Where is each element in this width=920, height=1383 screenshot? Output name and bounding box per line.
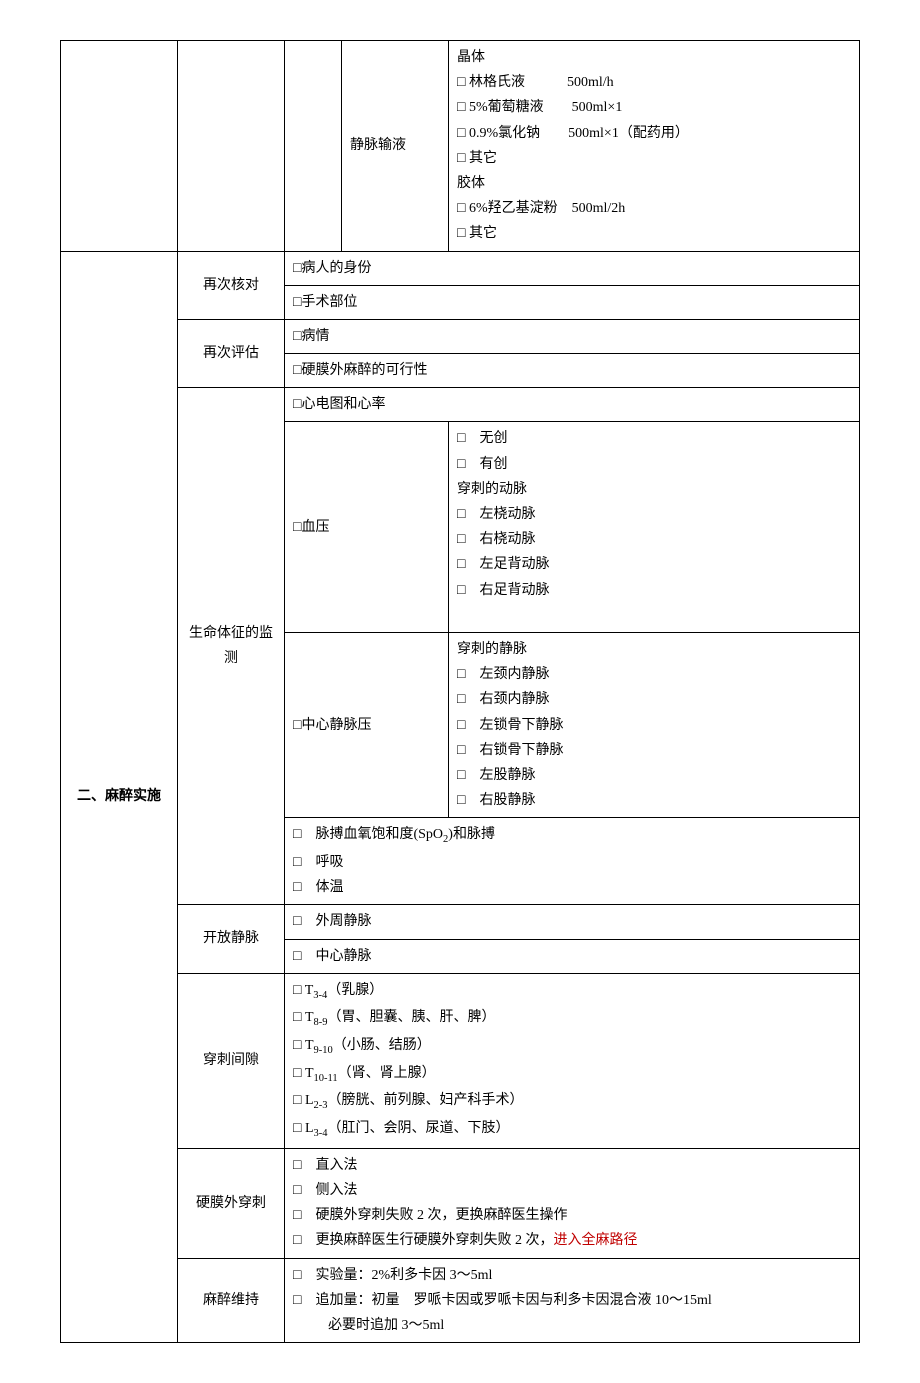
- epidural-fail-change: 硬膜外穿刺失败 2 次，更换麻醉医生操作: [315, 1208, 567, 1223]
- vitals-label: 生命体征的监测: [178, 388, 285, 905]
- epidural-label: 硬膜外穿刺: [178, 1148, 285, 1258]
- right-dorsalis: 右足背动脉: [479, 583, 549, 598]
- temp: 体温: [315, 880, 343, 895]
- reassess-condition: □病情: [285, 319, 860, 353]
- epidural-direct: 直入法: [315, 1158, 357, 1173]
- section1-placeholder: [61, 41, 178, 252]
- left-ij: 左颈内静脉: [479, 667, 549, 682]
- cvp-options: 穿刺的静脉 □ 左颈内静脉 □ 右颈内静脉 □ 左锁骨下静脉 □ 右锁骨下静脉 …: [449, 632, 860, 817]
- cvp-label: □中心静脉压: [285, 632, 449, 817]
- spo2: 脉搏血氧饱和度(SpO: [315, 827, 443, 842]
- nacl-dose: 500ml×1（配药用）: [568, 126, 689, 141]
- open-vein-peripheral: □ 外周静脉: [285, 905, 860, 939]
- bp-options: □ 无创 □ 有创 穿刺的动脉 □ 左桡动脉 □ 右桡动脉 □ 左足背动脉 □ …: [449, 422, 860, 633]
- puncture-gap-label: 穿刺间隙: [178, 973, 285, 1148]
- section2-title: 二、麻醉实施: [61, 251, 178, 1343]
- epidural-fail-ga-pre: 更换麻醉医生行硬膜外穿刺失败 2 次，: [315, 1233, 553, 1248]
- reassess-feasibility: □硬膜外麻醉的可行性: [285, 354, 860, 388]
- vitals-other: □ 脉搏血氧饱和度(SpO2)和脉搏 □ 呼吸 □ 体温: [285, 818, 860, 905]
- vitals-ecg: □心电图和心率: [285, 388, 860, 422]
- left-sc: 左锁骨下静脉: [479, 718, 563, 733]
- left-radial: 左桡动脉: [479, 507, 535, 522]
- iv-label: 静脉输液: [342, 41, 449, 252]
- maintenance-label: 麻醉维持: [178, 1258, 285, 1343]
- crystalloid-header: 晶体: [457, 50, 485, 65]
- epidural-lateral: 侧入法: [315, 1183, 357, 1198]
- maintenance-content: □ 实验量：2%利多卡因 3～5ml □ 追加量：初量 罗哌卡因或罗哌卡因与利多…: [285, 1258, 860, 1343]
- artery-header: 穿刺的动脉: [457, 482, 527, 497]
- iv-content: 晶体 □ 林格氏液 500ml/h □ 5%葡萄糖液 500ml×1 □ 0.9…: [449, 41, 860, 252]
- spo2-tail: )和脉搏: [448, 827, 495, 842]
- sub-blank: [178, 41, 285, 252]
- open-vein-label: 开放静脉: [178, 905, 285, 973]
- epidural-fail-ga-red: 进入全麻路径: [553, 1233, 637, 1248]
- ringer-dose: 500ml/h: [567, 75, 614, 90]
- hes: 6%羟乙基淀粉: [469, 201, 558, 216]
- sub2-blank: [285, 41, 342, 252]
- puncture-gap-content: □ T3-4（乳腺） □ T8-9（胃、胆囊、胰、肝、脾） □ T9-10（小肠…: [285, 973, 860, 1148]
- glucose-dose: 500ml×1: [572, 100, 623, 115]
- top-up: 追加量：初量 罗哌卡因或罗哌卡因与利多卡因混合液 10～15ml: [315, 1293, 711, 1308]
- bp-invasive: 有创: [479, 457, 507, 472]
- other1: 其它: [469, 151, 497, 166]
- clinical-pathway-table: 静脉输液 晶体 □ 林格氏液 500ml/h □ 5%葡萄糖液 500ml×1 …: [60, 40, 860, 1343]
- epidural-content: □ 直入法 □ 侧入法 □ 硬膜外穿刺失败 2 次，更换麻醉医生操作 □ 更换麻…: [285, 1148, 860, 1258]
- resp: 呼吸: [315, 855, 343, 870]
- recheck-site: □手术部位: [285, 285, 860, 319]
- bp-label: □血压: [285, 422, 449, 633]
- right-sc: 右锁骨下静脉: [479, 743, 563, 758]
- recheck-label: 再次核对: [178, 251, 285, 319]
- top-up2: 必要时追加 3～5ml: [293, 1313, 444, 1338]
- colloid-header: 胶体: [457, 176, 485, 191]
- hes-dose: 500ml/2h: [572, 201, 626, 216]
- nacl: 0.9%氯化钠: [469, 126, 540, 141]
- open-vein-central: □ 中心静脉: [285, 939, 860, 973]
- right-ij: 右颈内静脉: [479, 692, 549, 707]
- recheck-identity: □病人的身份: [285, 251, 860, 285]
- bp-noninvasive: 无创: [479, 431, 507, 446]
- other2: 其它: [469, 226, 497, 241]
- left-fem: 左股静脉: [479, 768, 535, 783]
- test-dose: 实验量：2%利多卡因 3～5ml: [315, 1268, 492, 1283]
- right-radial: 右桡动脉: [479, 532, 535, 547]
- reassess-label: 再次评估: [178, 319, 285, 387]
- glucose: 5%葡萄糖液: [469, 100, 544, 115]
- left-dorsalis: 左足背动脉: [479, 557, 549, 572]
- right-fem: 右股静脉: [479, 793, 535, 808]
- ringer: 林格氏液: [469, 75, 525, 90]
- vein-header: 穿刺的静脉: [457, 642, 527, 657]
